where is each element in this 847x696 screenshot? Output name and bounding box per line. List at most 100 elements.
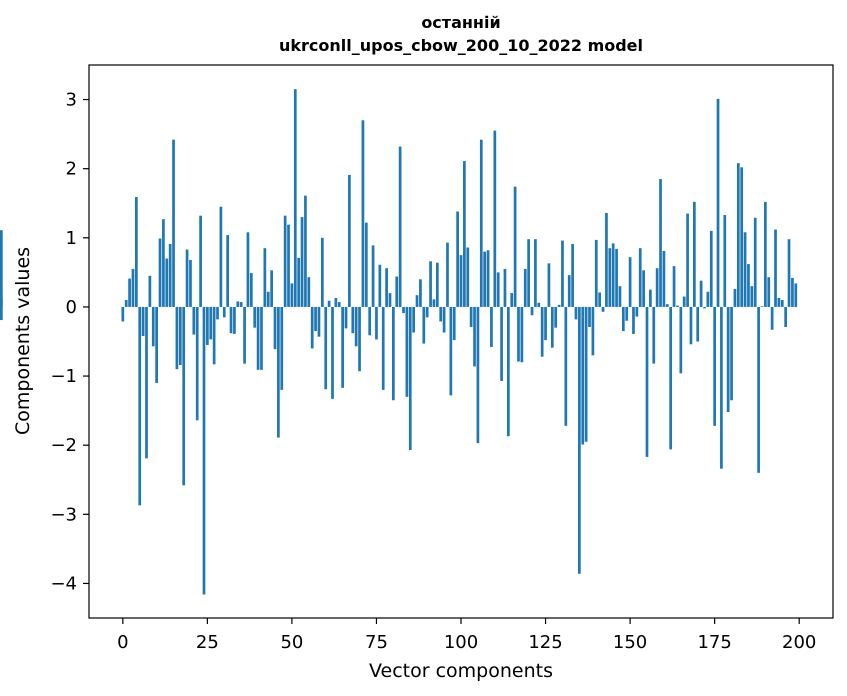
bar-component-75 <box>375 306 378 340</box>
bar-component-78 <box>385 268 388 307</box>
bar-component-54 <box>304 195 307 307</box>
bar-component-96 <box>446 242 449 307</box>
y-tick-label: 3 <box>66 90 77 111</box>
bar-component-116 <box>513 186 517 307</box>
bar-component-46 <box>277 306 280 438</box>
bar-component-52 <box>297 257 301 307</box>
bar-component-71 <box>361 120 365 307</box>
bar-component-30 <box>222 306 226 318</box>
bar-component-187 <box>753 217 757 307</box>
bar-component-129 <box>557 304 561 307</box>
bar-component-25 <box>206 306 209 345</box>
x-tick-label: 50 <box>280 632 303 653</box>
bar-component-26 <box>209 306 213 340</box>
bar-component-126 <box>547 263 551 307</box>
bar-component-104 <box>473 306 476 367</box>
bar-component-118 <box>520 306 524 363</box>
bar-component-61 <box>327 300 331 307</box>
bar-component-179 <box>726 306 730 413</box>
y-tick-label: −4 <box>50 573 77 594</box>
bar-component-120 <box>527 239 530 307</box>
bar-component-40 <box>256 306 260 370</box>
bar-component-195 <box>780 300 784 307</box>
bar-component-119 <box>523 268 527 307</box>
bar-component-82 <box>398 146 402 307</box>
x-tick-label: 200 <box>782 632 816 653</box>
bar-component-13 <box>165 258 169 307</box>
bar-component-93 <box>435 262 439 307</box>
bar-component-55 <box>307 277 311 307</box>
bar-component-83 <box>402 306 405 314</box>
bar-component-148 <box>621 306 625 332</box>
bar-component-45 <box>273 306 277 350</box>
bar-component-122 <box>534 239 537 307</box>
bar-component-180 <box>730 306 733 401</box>
bar-component-131 <box>564 306 568 426</box>
bar-component-18 <box>182 306 186 486</box>
bar-component-159 <box>659 179 662 307</box>
bar-component-128 <box>554 306 558 328</box>
bar-component-9 <box>151 306 155 347</box>
bar-component-141 <box>598 292 602 307</box>
bar-component-164 <box>676 305 679 307</box>
bar-component-127 <box>550 306 554 348</box>
bars-group <box>0 89 798 595</box>
bar-component-47 <box>280 306 284 390</box>
bar-component-135 <box>578 306 581 574</box>
bar-component-60 <box>324 306 328 390</box>
bar-component-37 <box>246 232 250 307</box>
bar-component-106 <box>479 139 483 307</box>
bar-component-115 <box>510 293 514 307</box>
bar-component-152 <box>635 306 639 317</box>
bar-component-166 <box>682 296 686 307</box>
bar-component-76 <box>378 264 382 307</box>
bar-component-191 <box>767 277 771 307</box>
bar-component-90 <box>425 306 429 318</box>
bar-component-142 <box>601 306 605 312</box>
bar-component-150 <box>628 257 632 307</box>
bar-component-151 <box>632 306 635 334</box>
bar-component-165 <box>679 306 683 374</box>
bar-component-160 <box>662 250 666 307</box>
bar-component-33 <box>233 306 236 334</box>
bar-component-167 <box>686 213 689 307</box>
bar-component-192 <box>770 306 774 330</box>
bar-component-22 <box>195 306 199 421</box>
bar-component-51 <box>293 89 297 307</box>
bar-component-173 <box>706 291 710 307</box>
bar-component-5 <box>138 306 142 506</box>
bar-component-57 <box>314 306 317 332</box>
bar-component-2 <box>128 278 131 307</box>
bar-component-84 <box>405 306 409 397</box>
y-tick-label: 0 <box>66 297 77 318</box>
bar-component-199 <box>794 283 798 307</box>
bar-component-114 <box>506 306 510 437</box>
bar-component-145 <box>611 243 615 307</box>
bar-component-69 <box>354 306 358 347</box>
bar-component-177 <box>720 306 723 469</box>
bar-component-77 <box>381 306 385 390</box>
bar-component-7 <box>145 306 148 459</box>
bar-component-73 <box>368 306 372 336</box>
bar-component-14 <box>168 244 172 307</box>
bar-component-1 <box>124 300 128 307</box>
bar-component-98 <box>452 306 456 341</box>
bar-component-140 <box>594 239 598 307</box>
bar-component-124 <box>540 306 544 357</box>
bar-component-125 <box>544 306 547 341</box>
bar-component-133 <box>571 244 574 307</box>
bar-component-111 <box>496 272 500 307</box>
bar-component-58 <box>317 306 321 337</box>
bar-component-175 <box>713 306 716 426</box>
bar-component-171 <box>699 280 703 307</box>
bar-component-94 <box>439 306 443 322</box>
bar-component-31 <box>226 235 230 307</box>
bar-component-87 <box>415 295 419 307</box>
bar-component-12 <box>162 219 165 307</box>
bar-component-161 <box>665 304 669 307</box>
bar-component-11 <box>158 238 162 307</box>
bar-component-63 <box>334 297 338 307</box>
bar-component-67 <box>348 174 351 307</box>
bar-component-154 <box>642 270 645 307</box>
bar-component-15 <box>172 139 175 307</box>
